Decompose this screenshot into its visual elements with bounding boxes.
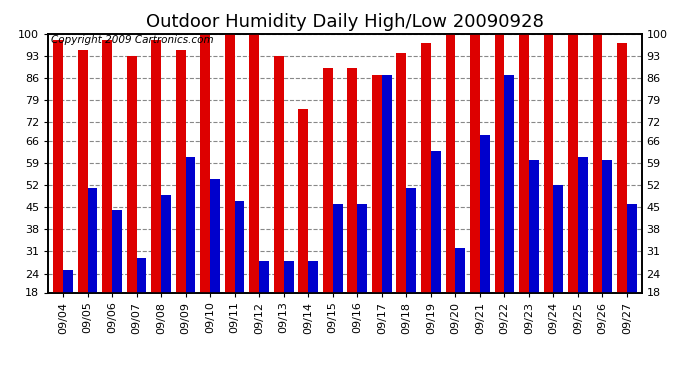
Bar xyxy=(200,34,210,292)
Bar xyxy=(568,34,578,292)
Text: Copyright 2009 Cartronics.com: Copyright 2009 Cartronics.com xyxy=(51,35,214,45)
Bar xyxy=(397,53,406,292)
Bar xyxy=(333,204,342,292)
Bar xyxy=(308,261,318,292)
Bar xyxy=(259,261,269,292)
Bar xyxy=(225,34,235,292)
Bar xyxy=(627,204,637,292)
Bar xyxy=(455,248,465,292)
Bar xyxy=(421,43,431,292)
Bar xyxy=(529,160,539,292)
Bar xyxy=(151,40,161,292)
Bar xyxy=(372,75,382,292)
Bar xyxy=(127,56,137,292)
Bar xyxy=(53,40,63,292)
Bar xyxy=(323,69,333,292)
Bar xyxy=(284,261,293,292)
Bar xyxy=(544,34,553,292)
Bar xyxy=(63,270,73,292)
Bar xyxy=(210,179,220,292)
Bar xyxy=(617,43,627,292)
Bar xyxy=(480,135,490,292)
Bar xyxy=(176,50,186,292)
Bar xyxy=(274,56,284,292)
Bar xyxy=(298,110,308,292)
Bar xyxy=(161,195,171,292)
Bar xyxy=(88,188,97,292)
Bar xyxy=(78,50,88,292)
Bar xyxy=(504,75,514,292)
Bar xyxy=(186,157,195,292)
Bar xyxy=(357,204,367,292)
Bar xyxy=(495,34,504,292)
Bar xyxy=(431,150,441,292)
Bar xyxy=(249,34,259,292)
Bar xyxy=(235,201,244,292)
Bar xyxy=(470,34,480,292)
Bar xyxy=(137,258,146,292)
Bar xyxy=(602,160,612,292)
Bar xyxy=(446,34,455,292)
Bar xyxy=(112,210,122,292)
Title: Outdoor Humidity Daily High/Low 20090928: Outdoor Humidity Daily High/Low 20090928 xyxy=(146,13,544,31)
Bar xyxy=(102,40,112,292)
Bar xyxy=(553,185,563,292)
Bar xyxy=(348,69,357,292)
Bar xyxy=(406,188,416,292)
Bar xyxy=(578,157,588,292)
Bar xyxy=(382,75,392,292)
Bar xyxy=(519,34,529,292)
Bar xyxy=(593,34,602,292)
